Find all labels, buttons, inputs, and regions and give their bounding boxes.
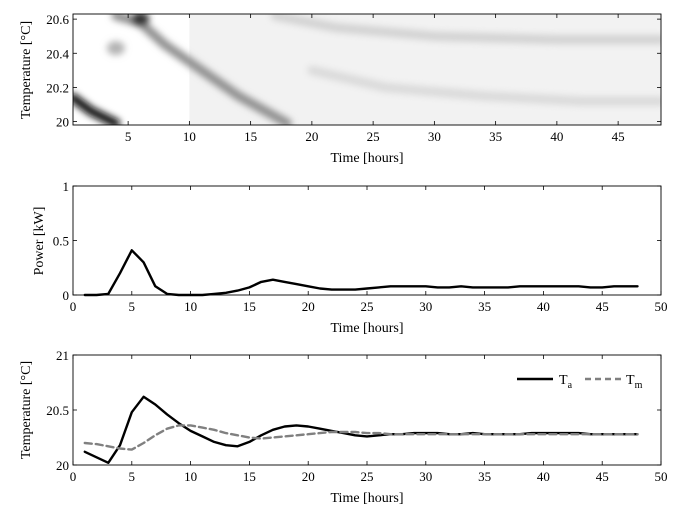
x-tick-label: 35 xyxy=(478,469,491,484)
temperature-marks xyxy=(83,395,639,464)
power-marks xyxy=(83,249,639,297)
temperature-panel: 0 5 10 15 20 25 30 35 40 45 50 20 20.5 21 Time [hour… xyxy=(19,348,668,506)
heatmap-y-axis: 20 20.2 20.4 20.6 xyxy=(46,12,661,130)
x-tick-label: 25 xyxy=(361,469,374,484)
y-tick-label: 21 xyxy=(56,348,69,363)
x-tick-label: 45 xyxy=(612,129,625,144)
x-tick-label: 25 xyxy=(367,129,380,144)
x-tick-label: 5 xyxy=(129,469,136,484)
x-tick-label: 40 xyxy=(537,299,550,314)
legend-ta-label: Ta xyxy=(559,373,573,391)
legend-tm-main: T xyxy=(626,373,635,388)
x-tick-label: 50 xyxy=(655,469,668,484)
x-tick-label: 15 xyxy=(244,129,257,144)
heatmap-band xyxy=(73,93,121,125)
power-axes-frame xyxy=(72,185,662,296)
x-tick-label: 35 xyxy=(489,129,502,144)
series-line-tm xyxy=(83,424,639,451)
legend-ta-sub: a xyxy=(568,380,573,391)
x-tick-label: 5 xyxy=(125,129,132,144)
y-tick-label: 0.5 xyxy=(53,234,69,249)
x-tick-label: 40 xyxy=(550,129,563,144)
x-tick-label: 40 xyxy=(537,469,550,484)
x-tick-label: 25 xyxy=(361,299,374,314)
x-tick-label: 30 xyxy=(428,129,441,144)
power-x-axis: 0 5 10 15 20 25 30 35 40 45 50 xyxy=(70,186,668,314)
temperature-x-axis: 0 5 10 15 20 25 30 35 40 45 50 xyxy=(70,355,668,484)
x-tick-label: 45 xyxy=(596,469,609,484)
power-y-axis: 00.51 xyxy=(53,179,661,303)
series-line-power xyxy=(83,249,639,297)
temperature-x-axis-label: Time [hours] xyxy=(331,491,404,506)
x-tick-label: 30 xyxy=(419,299,432,314)
x-tick-label: 10 xyxy=(184,469,197,484)
y-tick-label: 20 xyxy=(56,115,69,130)
x-tick-label: 10 xyxy=(183,129,196,144)
y-tick-label: 20.4 xyxy=(46,46,69,61)
x-tick-label: 20 xyxy=(305,129,318,144)
power-panel: 0 5 10 15 20 25 30 35 40 45 50 00.51 Time [hours] … xyxy=(32,179,668,336)
heatmap-x-axis: 5 10 15 20 25 30 35 40 45 xyxy=(125,14,625,144)
heatmap-band xyxy=(307,65,661,106)
heatmap-hotspot xyxy=(106,41,125,56)
heatmap-hotspot xyxy=(131,14,150,27)
x-tick-label: 45 xyxy=(596,299,609,314)
heatmap-panel: 5 10 15 20 25 30 35 40 45 20 20.2 20.4 20.6 Time [h… xyxy=(19,12,662,166)
x-tick-label: 30 xyxy=(419,469,432,484)
x-tick-label: 15 xyxy=(243,469,256,484)
temperature-y-axis-label: Temperature [°C] xyxy=(19,361,34,459)
x-tick-label: 15 xyxy=(243,299,256,314)
legend-ta-main: T xyxy=(559,373,568,388)
power-y-axis-label: Power [kW] xyxy=(32,207,47,276)
x-tick-label: 20 xyxy=(302,299,315,314)
y-tick-label: 0 xyxy=(63,288,70,303)
heatmap-density xyxy=(73,14,661,125)
y-tick-label: 20.5 xyxy=(46,403,69,418)
y-tick-label: 20.2 xyxy=(46,80,69,95)
heatmap-y-axis-label: Temperature [°C] xyxy=(19,21,34,119)
legend-tm-sub: m xyxy=(635,380,643,391)
x-tick-label: 35 xyxy=(478,299,491,314)
heatmap-marks xyxy=(73,14,661,125)
y-tick-label: 20 xyxy=(56,458,69,473)
x-tick-label: 20 xyxy=(302,469,315,484)
legend-tm-label: Tm xyxy=(626,373,643,391)
x-tick-label: 0 xyxy=(70,469,77,484)
x-tick-label: 50 xyxy=(655,299,668,314)
heatmap-axes-frame xyxy=(72,13,662,126)
x-tick-label: 10 xyxy=(184,299,197,314)
x-tick-label: 5 xyxy=(129,299,136,314)
power-x-axis-label: Time [hours] xyxy=(331,321,404,336)
heatmap-x-axis-label: Time [hours] xyxy=(331,151,404,166)
y-tick-label: 1 xyxy=(63,179,70,194)
y-tick-label: 20.6 xyxy=(46,12,69,27)
series-line-ta xyxy=(83,395,639,464)
x-tick-label: 0 xyxy=(70,299,77,314)
legend: Ta Tm xyxy=(517,373,643,391)
temperature-y-axis: 20 20.5 21 xyxy=(46,348,661,473)
heatmap-band xyxy=(270,14,661,45)
